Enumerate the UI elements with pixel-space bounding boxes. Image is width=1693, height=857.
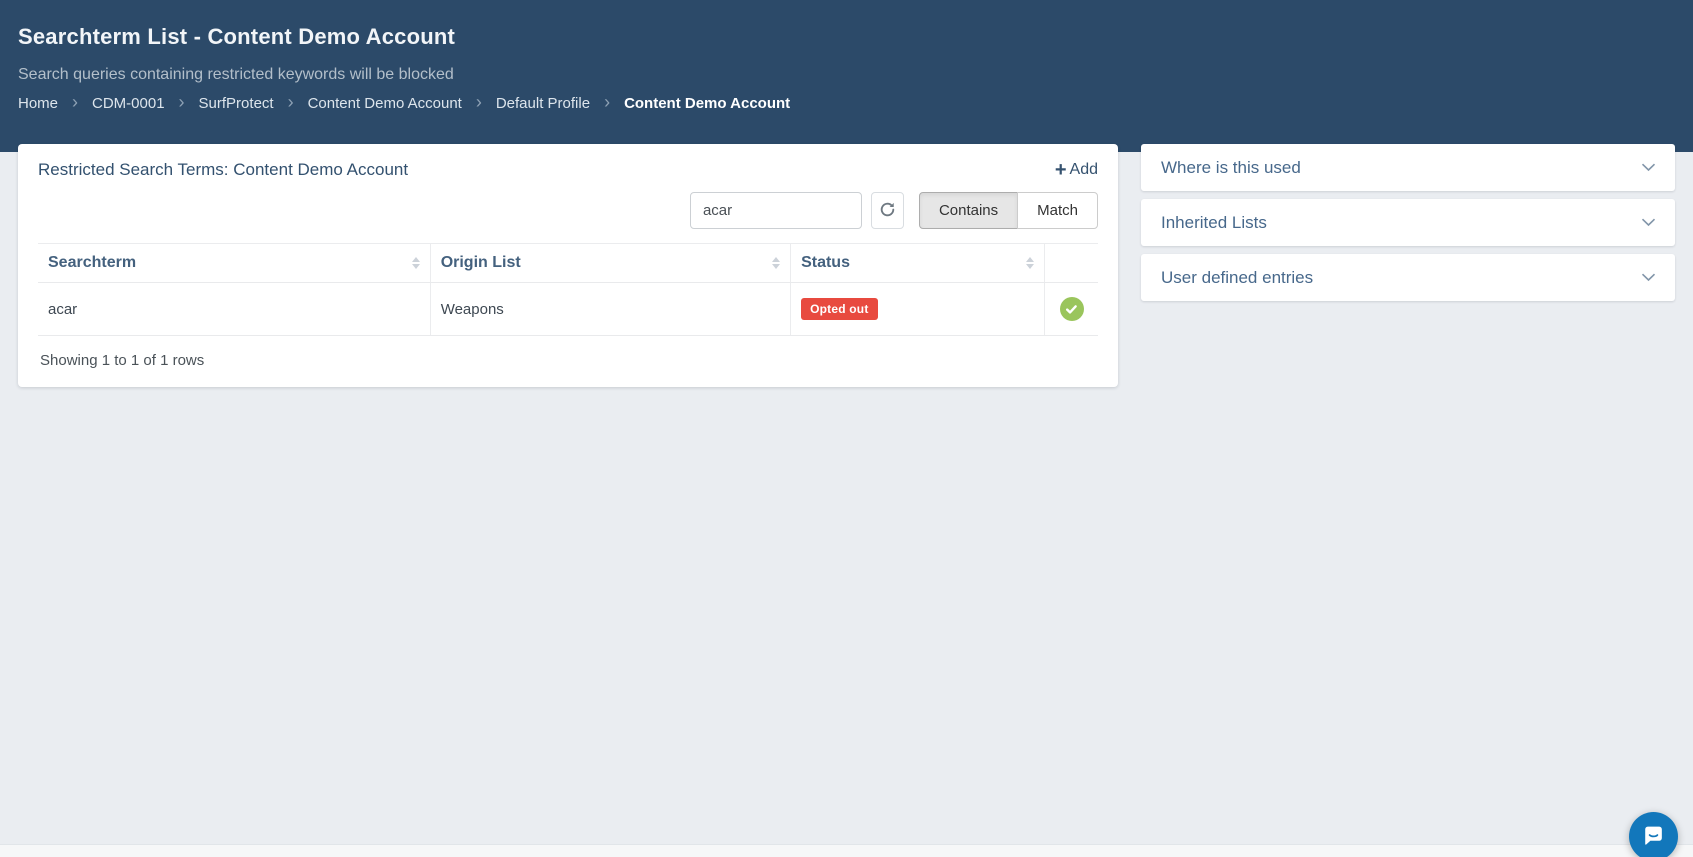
chevron-right-icon: › xyxy=(287,92,294,112)
column-header-searchterm[interactable]: Searchterm xyxy=(38,243,431,283)
page-subtitle: Search queries containing restricted key… xyxy=(18,66,454,83)
chat-launcher-button[interactable] xyxy=(1629,812,1678,857)
table-header-row: Searchterm Origin List Status xyxy=(38,243,1098,283)
sort-icon[interactable] xyxy=(772,257,781,269)
breadcrumb-item-current: Content Demo Account xyxy=(624,95,791,112)
panel-where-is-this-used[interactable]: Where is this used xyxy=(1141,144,1675,191)
refresh-button[interactable] xyxy=(870,192,904,229)
contains-button[interactable]: Contains xyxy=(918,192,1019,229)
card-header: Restricted Search Terms: Content Demo Ac… xyxy=(38,160,1098,180)
plus-icon: + xyxy=(1054,159,1067,181)
status-badge: Opted out xyxy=(801,298,878,320)
chevron-right-icon: › xyxy=(604,92,611,112)
chevron-right-icon: › xyxy=(475,92,482,112)
check-icon xyxy=(1066,304,1078,314)
breadcrumb-item-account[interactable]: Content Demo Account xyxy=(307,95,462,112)
top-header-band: Searchterm List - Content Demo Account S… xyxy=(0,0,1693,152)
card-title: Restricted Search Terms: Content Demo Ac… xyxy=(38,160,409,179)
side-panels: Where is this used Inherited Lists User … xyxy=(1141,144,1675,309)
match-mode-toggle: Contains Match xyxy=(918,192,1098,229)
cell-origin-list: Weapons xyxy=(430,282,792,336)
chevron-down-icon xyxy=(1641,159,1656,177)
bottom-strip xyxy=(0,844,1693,857)
breadcrumb-item-cdm[interactable]: CDM-0001 xyxy=(92,95,165,112)
chevron-right-icon: › xyxy=(178,92,185,112)
breadcrumb: Home › CDM-0001 › SurfProtect › Content … xyxy=(18,92,791,112)
panel-user-defined-entries[interactable]: User defined entries xyxy=(1141,254,1675,301)
search-toolbar: Contains Match xyxy=(38,192,1098,229)
sort-icon[interactable] xyxy=(411,257,420,269)
chevron-right-icon: › xyxy=(72,92,79,112)
table-row: acar Weapons Opted out xyxy=(38,282,1098,336)
cell-actions xyxy=(1044,282,1098,336)
searchterms-card: Restricted Search Terms: Content Demo Ac… xyxy=(18,144,1118,387)
breadcrumb-item-surfprotect[interactable]: SurfProtect xyxy=(198,95,274,112)
refresh-icon xyxy=(879,201,896,221)
breadcrumb-item-home[interactable]: Home xyxy=(18,95,59,112)
column-header-status[interactable]: Status xyxy=(790,243,1046,283)
enable-toggle-button[interactable] xyxy=(1059,297,1084,321)
cell-searchterm: acar xyxy=(38,282,431,336)
chevron-down-icon xyxy=(1641,214,1656,232)
column-header-origin-list[interactable]: Origin List xyxy=(430,243,792,283)
search-input[interactable] xyxy=(689,192,862,229)
add-button[interactable]: + Add xyxy=(1054,159,1098,181)
breadcrumb-item-default-profile[interactable]: Default Profile xyxy=(495,95,591,112)
cell-status: Opted out xyxy=(790,282,1046,336)
match-button[interactable]: Match xyxy=(1017,192,1098,229)
chat-icon xyxy=(1641,823,1666,851)
chevron-down-icon xyxy=(1641,269,1656,287)
searchterms-table: Searchterm Origin List Status acar Weapo… xyxy=(38,243,1098,336)
sort-icon[interactable] xyxy=(1026,257,1035,269)
column-header-actions xyxy=(1044,243,1098,283)
pagination-summary: Showing 1 to 1 of 1 rows xyxy=(40,352,205,369)
page-title: Searchterm List - Content Demo Account xyxy=(18,24,456,49)
add-button-label: Add xyxy=(1069,161,1098,178)
panel-inherited-lists[interactable]: Inherited Lists xyxy=(1141,199,1675,246)
